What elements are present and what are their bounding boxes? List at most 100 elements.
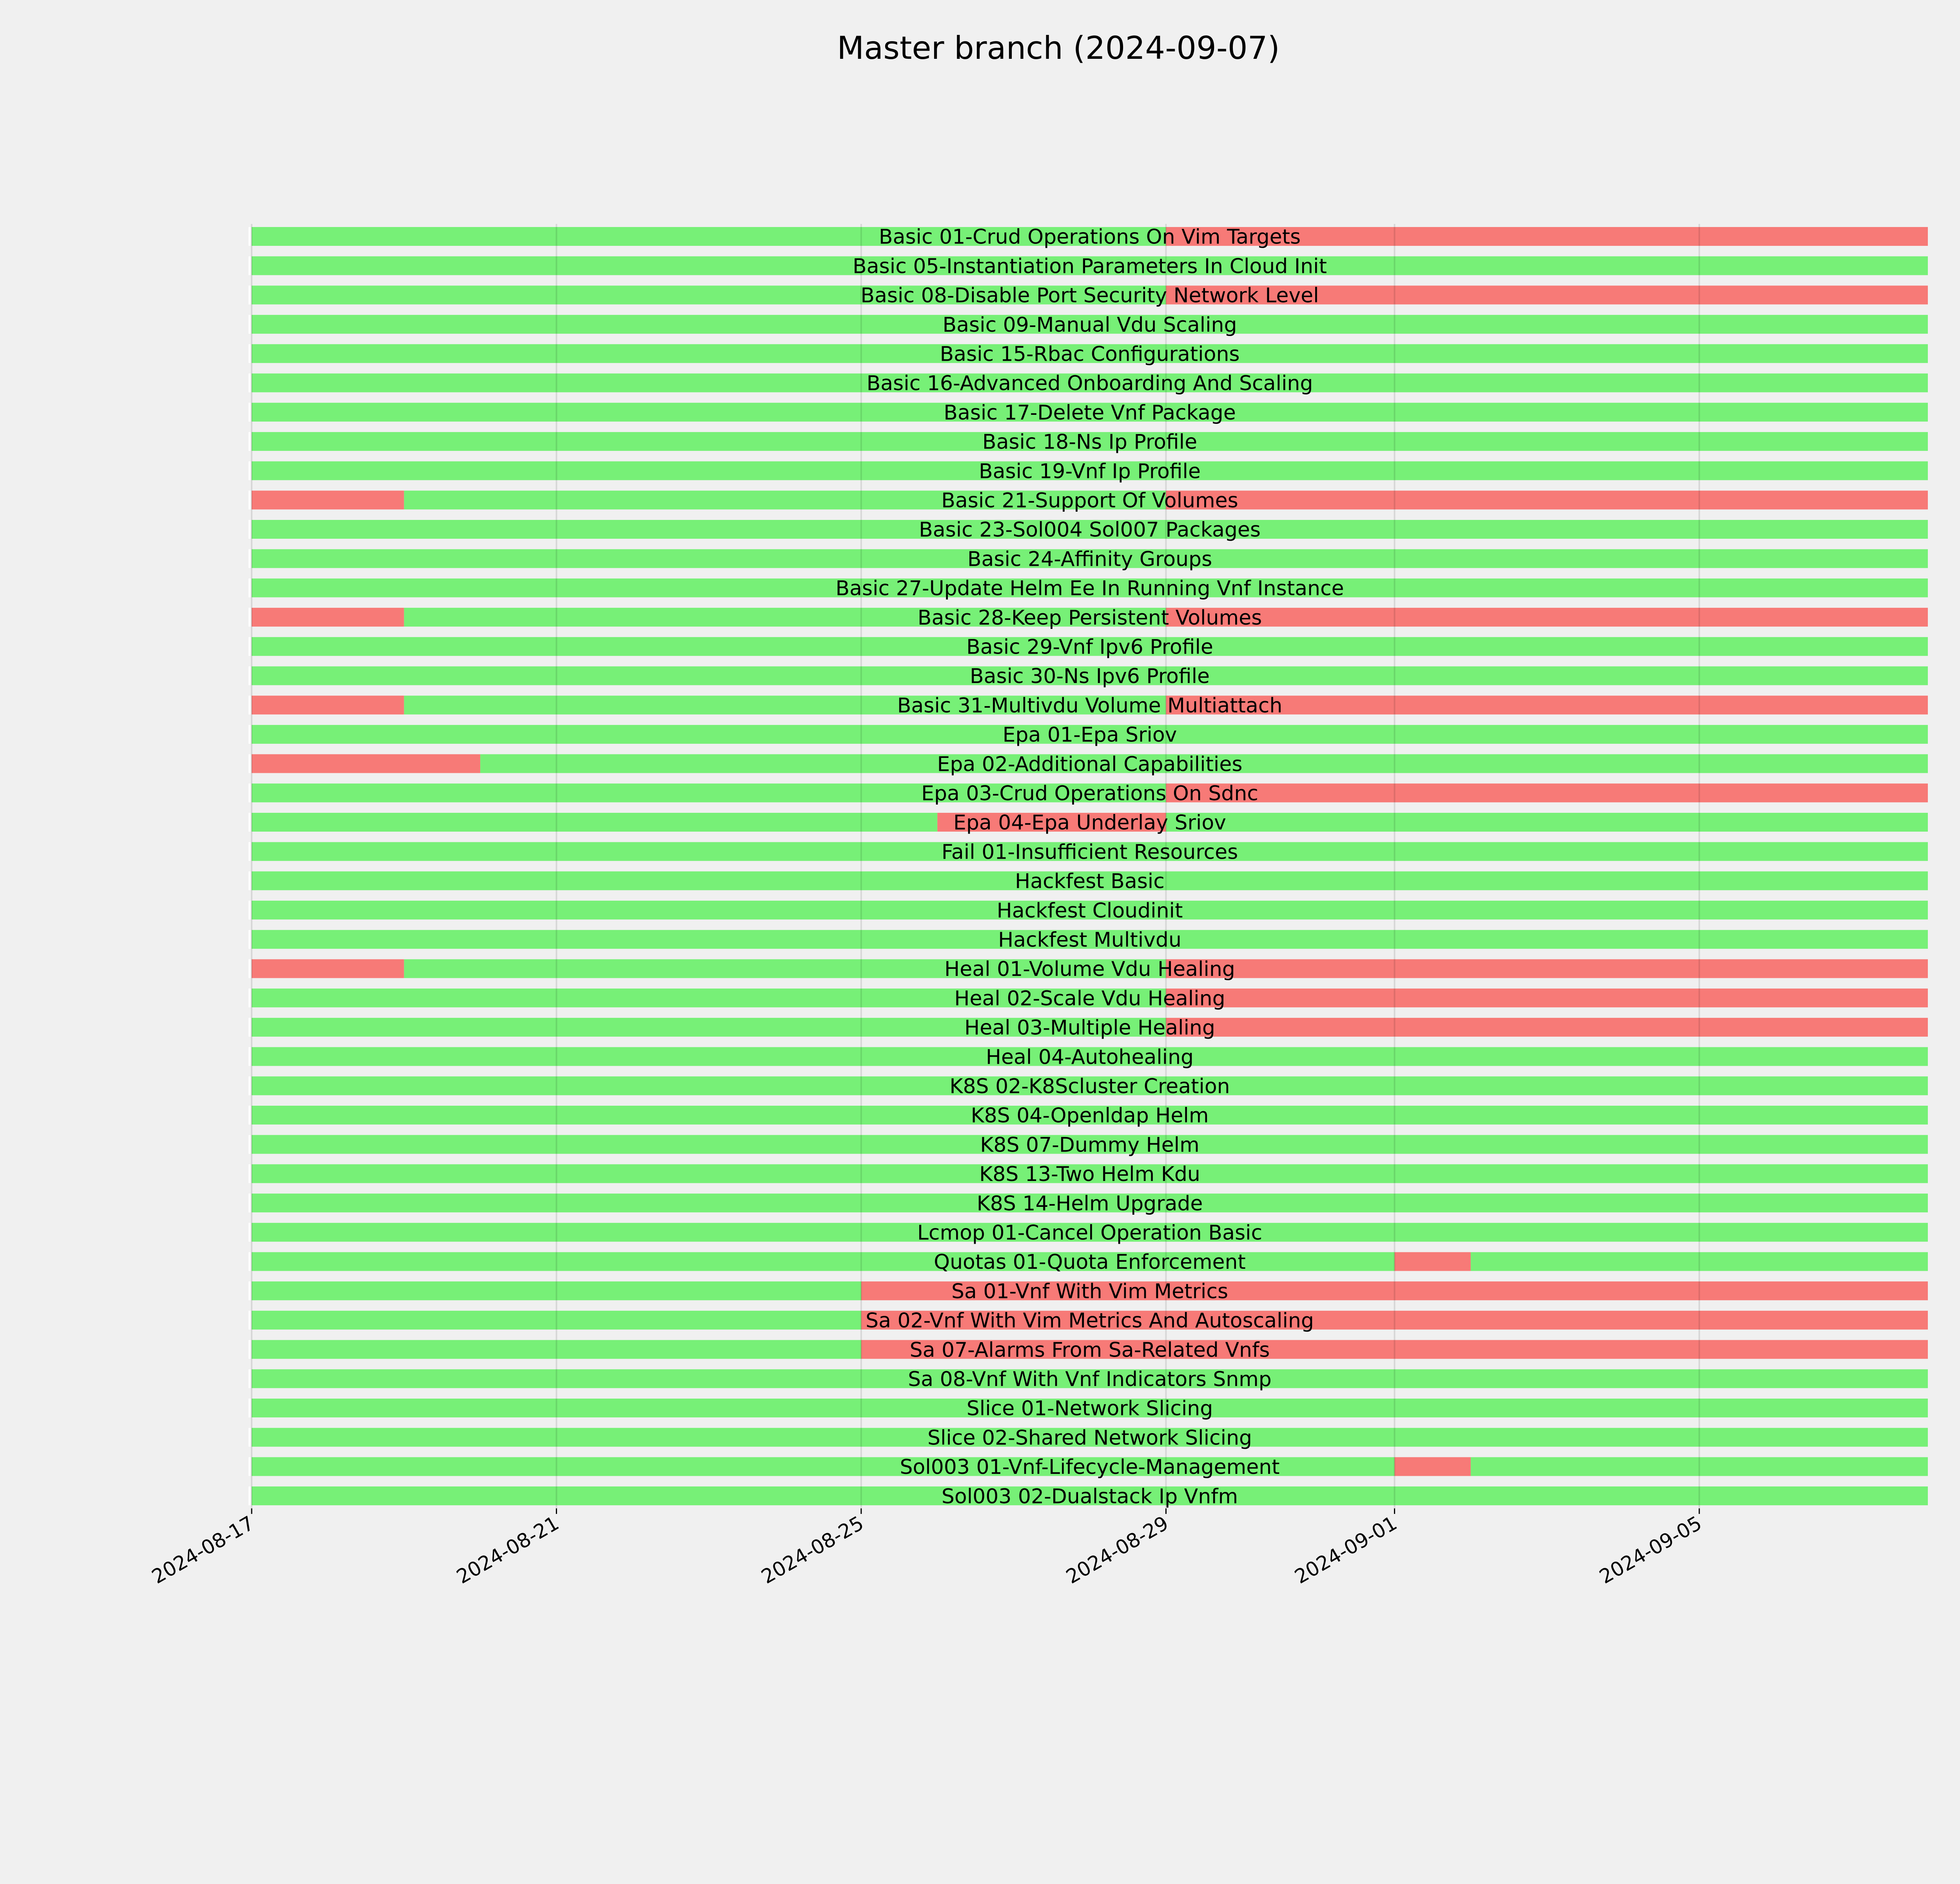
- status-bar-pass: [252, 1310, 861, 1330]
- row-label: Hackfest Basic: [1015, 870, 1165, 893]
- x-tick-label: 2024-09-05: [1595, 1512, 1706, 1588]
- row-label: Slice 01-Network Slicing: [967, 1397, 1213, 1421]
- x-tick-label: 2024-08-21: [453, 1512, 563, 1588]
- status-bar-pass: [252, 1106, 1928, 1125]
- row-label: Slice 02-Shared Network Slicing: [927, 1426, 1252, 1450]
- status-bar-pass: [252, 901, 1928, 920]
- row-label: Basic 08-Disable Port Security Network L…: [860, 284, 1319, 307]
- row-label: Epa 02-Additional Capabilities: [937, 752, 1243, 776]
- status-bar-pass: [252, 1017, 1166, 1037]
- row-start-marker: [249, 1340, 250, 1359]
- status-bar-pass: [1166, 813, 1928, 832]
- status-bar-pass: [252, 725, 1928, 744]
- status-bar-pass: [252, 373, 1928, 392]
- row-label: K8S 14-Helm Upgrade: [977, 1192, 1203, 1215]
- status-bar-pass: [252, 578, 1928, 598]
- row-start-marker: [249, 988, 250, 1008]
- row-start-marker: [249, 578, 250, 598]
- row-start-marker: [249, 1164, 250, 1183]
- status-bar-pass: [404, 608, 1166, 627]
- status-bar-pass: [252, 432, 1928, 451]
- row-start-marker: [249, 666, 250, 685]
- row-start-marker: [249, 871, 250, 890]
- status-bar-fail: [252, 696, 404, 715]
- status-bar-fail: [937, 813, 1166, 832]
- status-bar-fail: [1166, 1017, 1928, 1037]
- row-label: Basic 05-Instantiation Parameters In Clo…: [853, 254, 1327, 278]
- row-start-marker: [249, 754, 250, 773]
- status-bar-fail: [252, 608, 404, 627]
- row-start-marker: [249, 1310, 250, 1330]
- status-bar-pass: [252, 930, 1928, 949]
- grid-layer: [251, 224, 1700, 1509]
- row-start-marker: [249, 1135, 250, 1154]
- row-start-marker: [249, 1428, 250, 1447]
- status-bar-fail: [861, 1281, 1928, 1301]
- row-start-marker: [249, 1076, 250, 1096]
- status-bar-pass: [252, 461, 1928, 480]
- row-label: Sa 07-Alarms From Sa-Related Vnfs: [910, 1338, 1270, 1362]
- status-bar-fail: [861, 1310, 1928, 1330]
- status-bar-pass: [252, 842, 1928, 861]
- row-label: Basic 19-Vnf Ip Profile: [979, 460, 1201, 483]
- status-bar-pass: [252, 813, 938, 832]
- status-bar-pass: [252, 256, 1928, 275]
- status-bar-fail: [252, 959, 404, 978]
- status-bar-pass: [252, 1223, 1928, 1242]
- row-label: Basic 29-Vnf Ipv6 Profile: [966, 636, 1213, 659]
- row-start-marker: [249, 696, 250, 715]
- status-bar-pass: [480, 754, 1928, 773]
- status-bar-fail: [1166, 959, 1928, 978]
- x-tick-label: 2024-08-17: [148, 1512, 258, 1588]
- row-label: Basic 15-Rbac Configurations: [940, 343, 1240, 366]
- row-label: Fail 01-Insufficient Resources: [942, 840, 1238, 864]
- row-label: Basic 01-Crud Operations On Vim Targets: [879, 225, 1301, 249]
- row-label: Epa 04-Epa Underlay Sriov: [953, 811, 1226, 835]
- status-bar-pass: [404, 696, 1166, 715]
- row-start-marker: [249, 285, 250, 305]
- status-bar-fail: [1166, 491, 1928, 510]
- row-start-marker: [249, 1281, 250, 1301]
- row-label: Sa 08-Vnf With Vnf Indicators Snmp: [908, 1368, 1272, 1391]
- row-label: Lcmop 01-Cancel Operation Basic: [917, 1221, 1262, 1245]
- row-label: K8S 04-Openldap Helm: [971, 1104, 1209, 1128]
- row-start-marker: [249, 344, 250, 363]
- row-start-marker: [249, 403, 250, 422]
- row-start-marker: [249, 1223, 250, 1242]
- row-start-marker: [249, 461, 250, 480]
- bars-layer: [249, 227, 1928, 1506]
- row-label: Basic 16-Advanced Onboarding And Scaling: [867, 372, 1313, 395]
- status-bar-pass: [252, 1194, 1928, 1213]
- row-start-marker: [249, 1252, 250, 1271]
- row-start-marker: [249, 1369, 250, 1388]
- status-bar-pass: [252, 666, 1928, 685]
- status-bar-pass: [252, 227, 1166, 246]
- status-bar-pass: [252, 520, 1928, 539]
- row-start-marker: [249, 373, 250, 392]
- row-label: Heal 03-Multiple Healing: [964, 1016, 1215, 1040]
- status-bar-fail: [1166, 608, 1928, 627]
- row-label: Epa 03-Crud Operations On Sdnc: [921, 782, 1258, 805]
- status-bar-fail: [1166, 285, 1928, 305]
- status-bar-pass: [252, 1076, 1928, 1096]
- row-start-marker: [249, 783, 250, 803]
- row-start-marker: [249, 725, 250, 744]
- status-bar-pass: [252, 1486, 1928, 1506]
- x-tick-label: 2024-08-25: [757, 1512, 867, 1588]
- status-bar-fail: [252, 491, 404, 510]
- row-label: Hackfest Cloudinit: [997, 899, 1183, 923]
- row-label: Sol003 01-Vnf-Lifecycle-Management: [900, 1455, 1279, 1479]
- status-bar-fail: [1394, 1457, 1471, 1476]
- row-start-marker: [249, 842, 250, 861]
- row-label: Sa 01-Vnf With Vim Metrics: [951, 1280, 1228, 1303]
- row-start-marker: [249, 1047, 250, 1066]
- status-bar-pass: [252, 1428, 1928, 1447]
- row-label: Basic 28-Keep Persistent Volumes: [918, 606, 1262, 630]
- status-bar-pass: [252, 344, 1928, 363]
- row-start-marker: [249, 959, 250, 978]
- status-bar-pass: [252, 1135, 1928, 1154]
- row-start-marker: [249, 549, 250, 568]
- row-start-marker: [249, 315, 250, 334]
- status-bar-fail: [1166, 783, 1928, 803]
- row-start-marker: [249, 432, 250, 451]
